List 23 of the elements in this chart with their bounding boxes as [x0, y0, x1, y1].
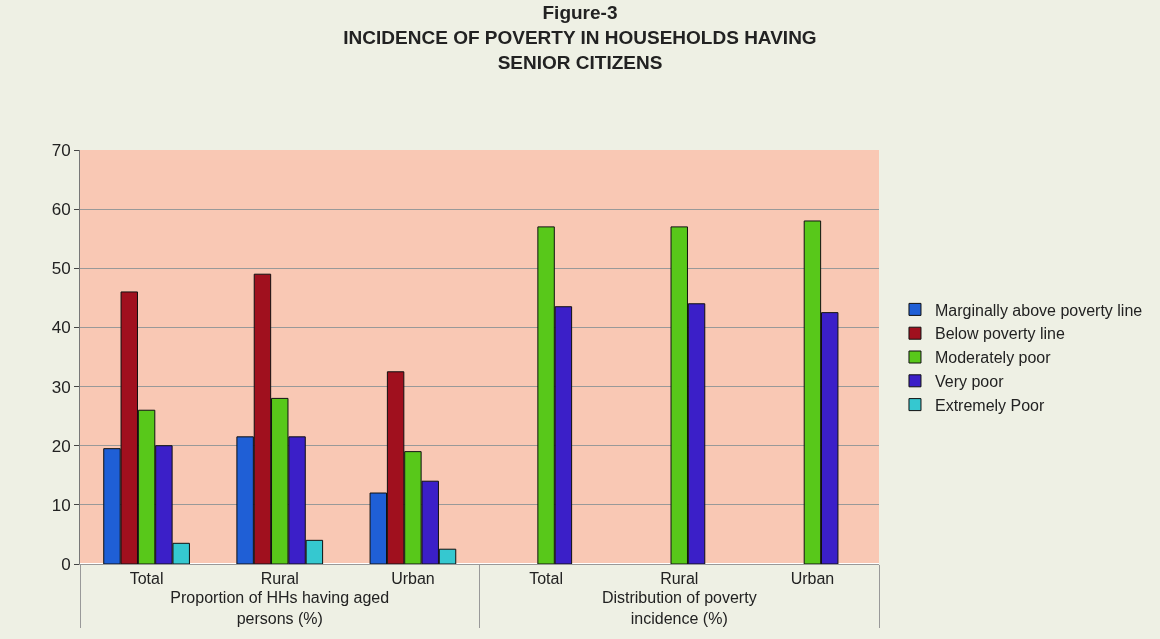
text: Proportion of HHs having aged persons (%) [170, 589, 390, 627]
text: Distribution of poverty incidence (%) [601, 589, 757, 627]
y-tick-label: 20 [51, 436, 71, 456]
x-tick-label: Total [129, 570, 164, 588]
legend-label: Very poor [934, 373, 1005, 391]
chart-subtitle: INCIDENCE OF POVERTY IN HOUSEHOLDS HAVING SENIOR CITIZENS [343, 26, 817, 73]
y-tick-label: 10 [51, 495, 71, 515]
y-tick-label: 40 [51, 318, 71, 338]
x-tick-label: Urban [790, 570, 835, 588]
legend-label: Marginally above poverty line [934, 301, 1143, 319]
y-tick-label: 50 [51, 259, 71, 279]
legend-label: Moderately poor [934, 349, 1052, 367]
legend-label: Below poverty line [934, 325, 1065, 343]
x-tick-label: Rural [660, 570, 699, 588]
legend-label: Extremely Poor [934, 396, 1046, 414]
y-tick-label: 30 [51, 377, 71, 397]
chart-title: Figure-3 [542, 2, 618, 24]
y-tick-label: 0 [61, 554, 71, 574]
y-tick-label: 60 [51, 200, 71, 220]
x-tick-label: Urban [391, 570, 435, 588]
x-tick-label: Rural [260, 570, 299, 588]
y-tick-label: 70 [51, 140, 71, 160]
x-tick-label: Total [529, 570, 563, 588]
